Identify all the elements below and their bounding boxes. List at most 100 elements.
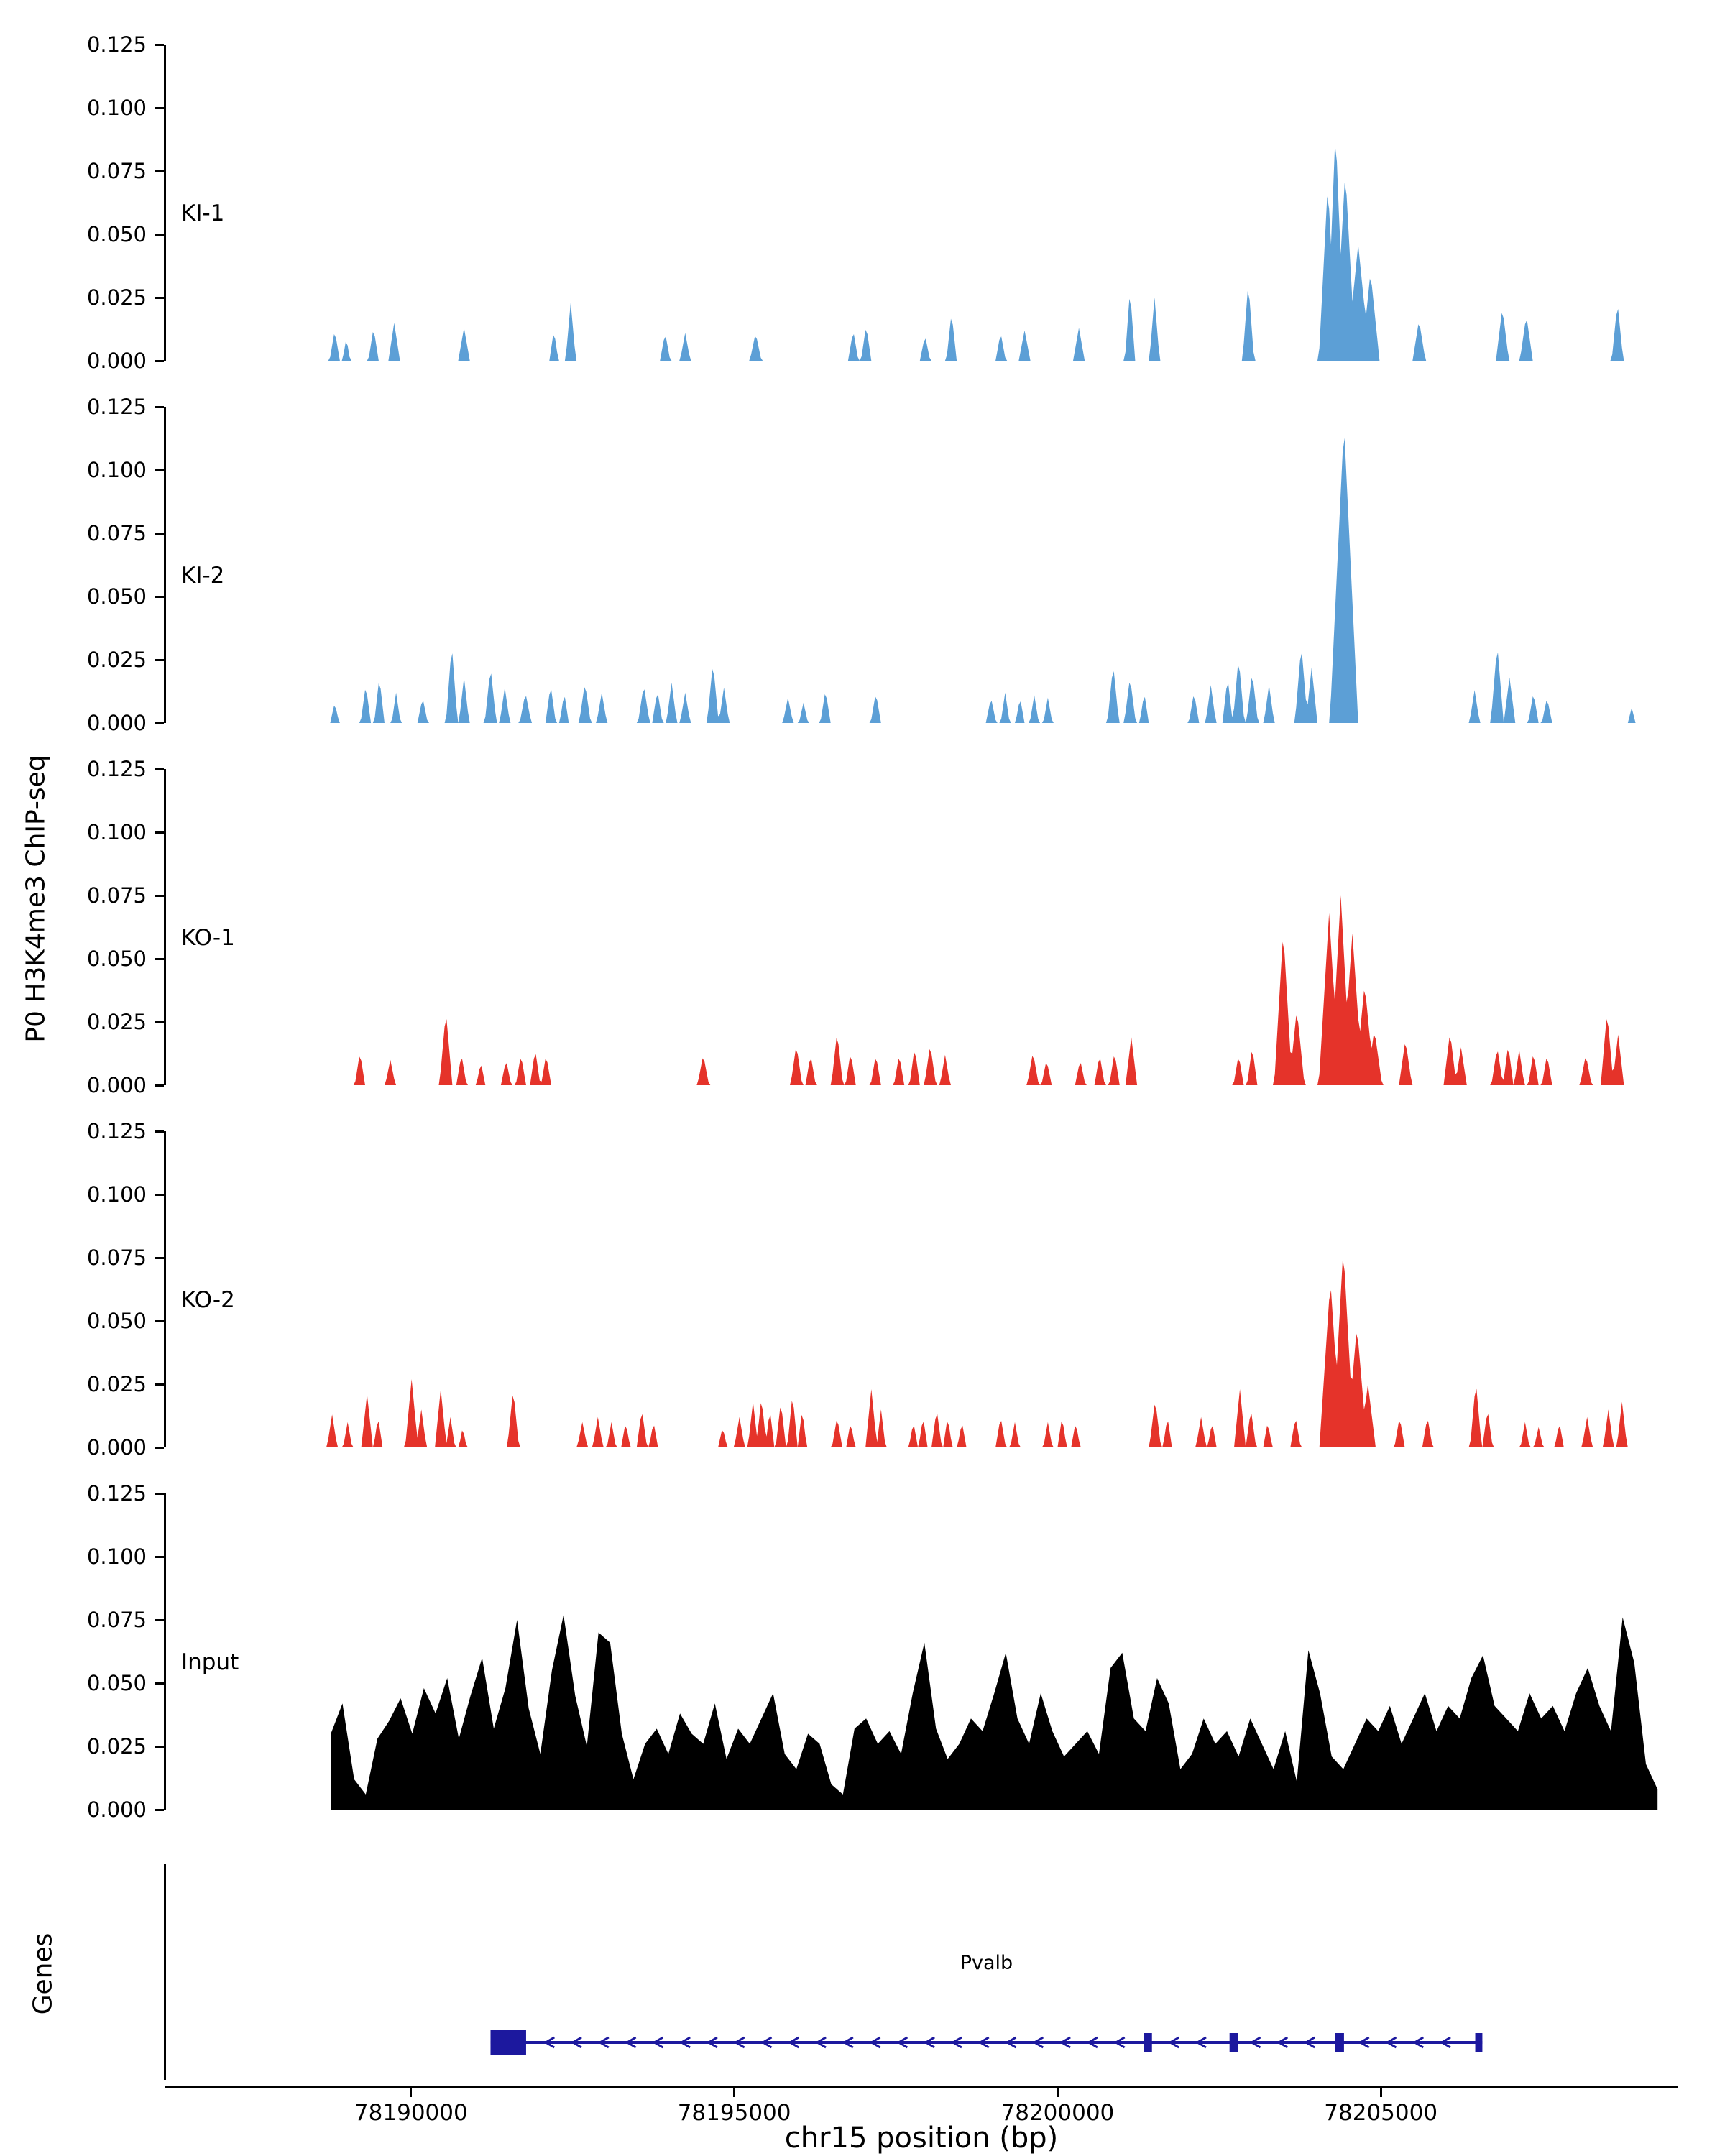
y-tick	[155, 1021, 164, 1023]
y-axis-spine	[164, 407, 166, 723]
x-tick-label: 78190000	[354, 2100, 468, 2126]
strand-arrow-icon	[625, 2036, 637, 2049]
y-tick	[155, 722, 164, 724]
track-ko-1: 0.000 0.025 0.050 0.075 0.100 0.125 KO-1	[0, 757, 1725, 1097]
y-tick	[155, 595, 164, 598]
x-tick	[1379, 2087, 1382, 2097]
gene-exon	[1144, 2033, 1152, 2052]
strand-arrow-icon	[1304, 2036, 1315, 2049]
y-tick-label: 0.100	[86, 458, 147, 482]
y-tick-label: 0.025	[86, 1734, 147, 1759]
y-tick-label: 0.050	[86, 946, 147, 971]
strand-arrow-icon	[869, 2036, 881, 2049]
y-tick	[155, 894, 164, 897]
y-axis-spine	[164, 1493, 166, 1810]
strand-arrow-icon	[1113, 2036, 1126, 2049]
y-tick	[155, 1745, 164, 1748]
y-tick	[155, 831, 164, 834]
y-tick-label: 0.000	[86, 1435, 147, 1460]
x-tick	[410, 2087, 413, 2097]
gene-body-line	[490, 2041, 1483, 2044]
strand-arrow-icon	[842, 2036, 854, 2049]
y-tick-label: 0.125	[86, 1119, 147, 1143]
y-tick-label: 0.000	[86, 1797, 147, 1822]
track-ko-2: 0.000 0.025 0.050 0.075 0.100 0.125 KO-2	[0, 1120, 1725, 1459]
strand-arrow-icon	[1032, 2036, 1044, 2049]
strand-arrow-icon	[760, 2036, 773, 2049]
coverage-path	[165, 1259, 1678, 1447]
strand-arrow-icon	[1440, 2036, 1451, 2049]
signal-area-ki-2	[165, 438, 1678, 723]
y-tick	[155, 1130, 164, 1133]
y-tick	[155, 469, 164, 471]
y-tick-label: 0.100	[86, 1182, 147, 1207]
track-label-ko-1: KO-1	[181, 925, 235, 951]
y-tick-label: 0.100	[86, 1544, 147, 1569]
y-tick	[155, 1193, 164, 1196]
y-tick-label: 0.000	[86, 1073, 147, 1097]
y-tick	[155, 658, 164, 661]
track-label-input: Input	[181, 1649, 239, 1675]
y-axis-spine	[164, 45, 166, 361]
y-axis-spine	[164, 1131, 166, 1447]
strand-arrow-icon	[1276, 2036, 1289, 2049]
strand-arrow-icon	[950, 2036, 962, 2049]
genes-panel-title: Genes	[28, 1932, 58, 2015]
coverage-path	[331, 1615, 1658, 1810]
y-tick	[155, 1446, 164, 1449]
y-tick	[155, 1492, 164, 1495]
signal-area-ko-1	[165, 895, 1678, 1085]
strand-arrow-icon	[1086, 2036, 1098, 2049]
coverage-path	[165, 895, 1678, 1085]
y-tick	[155, 405, 164, 408]
y-tick-label: 0.125	[86, 32, 147, 57]
gene-exon	[1335, 2033, 1344, 2052]
strand-arrow-icon	[1412, 2036, 1425, 2049]
gene-model-canvas: Pvalb	[490, 1952, 1483, 2055]
y-tick-label: 0.075	[86, 521, 147, 545]
y-tick-label: 0.000	[86, 711, 147, 735]
y-tick-label: 0.125	[86, 757, 147, 781]
gene-exon	[1475, 2033, 1483, 2052]
y-tick-label: 0.050	[86, 1671, 147, 1695]
x-tick-label: 78200000	[1000, 2100, 1115, 2126]
y-tick-label: 0.025	[86, 1010, 147, 1034]
y-tick-label: 0.075	[86, 883, 147, 908]
y-tick	[155, 170, 164, 172]
strand-arrow-icon	[924, 2036, 935, 2049]
x-axis-line	[165, 2086, 1678, 2088]
strand-arrow-icon	[1195, 2036, 1207, 2049]
track-ki-1: 0.000 0.025 0.050 0.075 0.100 0.125 KI-1	[0, 33, 1725, 372]
y-tick-label: 0.100	[86, 820, 147, 844]
gene-exon	[490, 2030, 526, 2055]
y-tick-label: 0.050	[86, 222, 147, 247]
y-tick	[155, 768, 164, 770]
signal-area-input	[331, 1615, 1658, 1810]
strand-arrow-icon	[571, 2036, 582, 2049]
y-tick	[155, 1319, 164, 1322]
genes-axis-spine	[164, 1864, 166, 2080]
y-tick	[155, 233, 164, 236]
y-tick-label: 0.075	[86, 1608, 147, 1632]
y-tick	[155, 106, 164, 109]
strand-arrow-icon	[896, 2036, 908, 2049]
signal-area-ki-1	[165, 144, 1678, 361]
y-tick-label: 0.025	[86, 285, 147, 310]
y-tick	[155, 1682, 164, 1685]
x-tick	[733, 2087, 736, 2097]
strand-arrow-icon	[1059, 2036, 1071, 2049]
coverage-path	[165, 144, 1678, 361]
y-tick-label: 0.025	[86, 648, 147, 672]
y-tick	[155, 1256, 164, 1259]
y-tick	[155, 359, 164, 362]
strand-arrow-icon	[1358, 2036, 1370, 2049]
gene-name-label: Pvalb	[960, 1952, 1013, 1974]
strand-arrow-icon	[543, 2036, 556, 2049]
coverage-path	[165, 438, 1678, 723]
y-tick	[155, 1383, 164, 1386]
y-tick	[155, 1555, 164, 1558]
y-tick	[155, 43, 164, 46]
y-tick-label: 0.075	[86, 159, 147, 183]
strand-arrow-icon	[815, 2036, 827, 2049]
